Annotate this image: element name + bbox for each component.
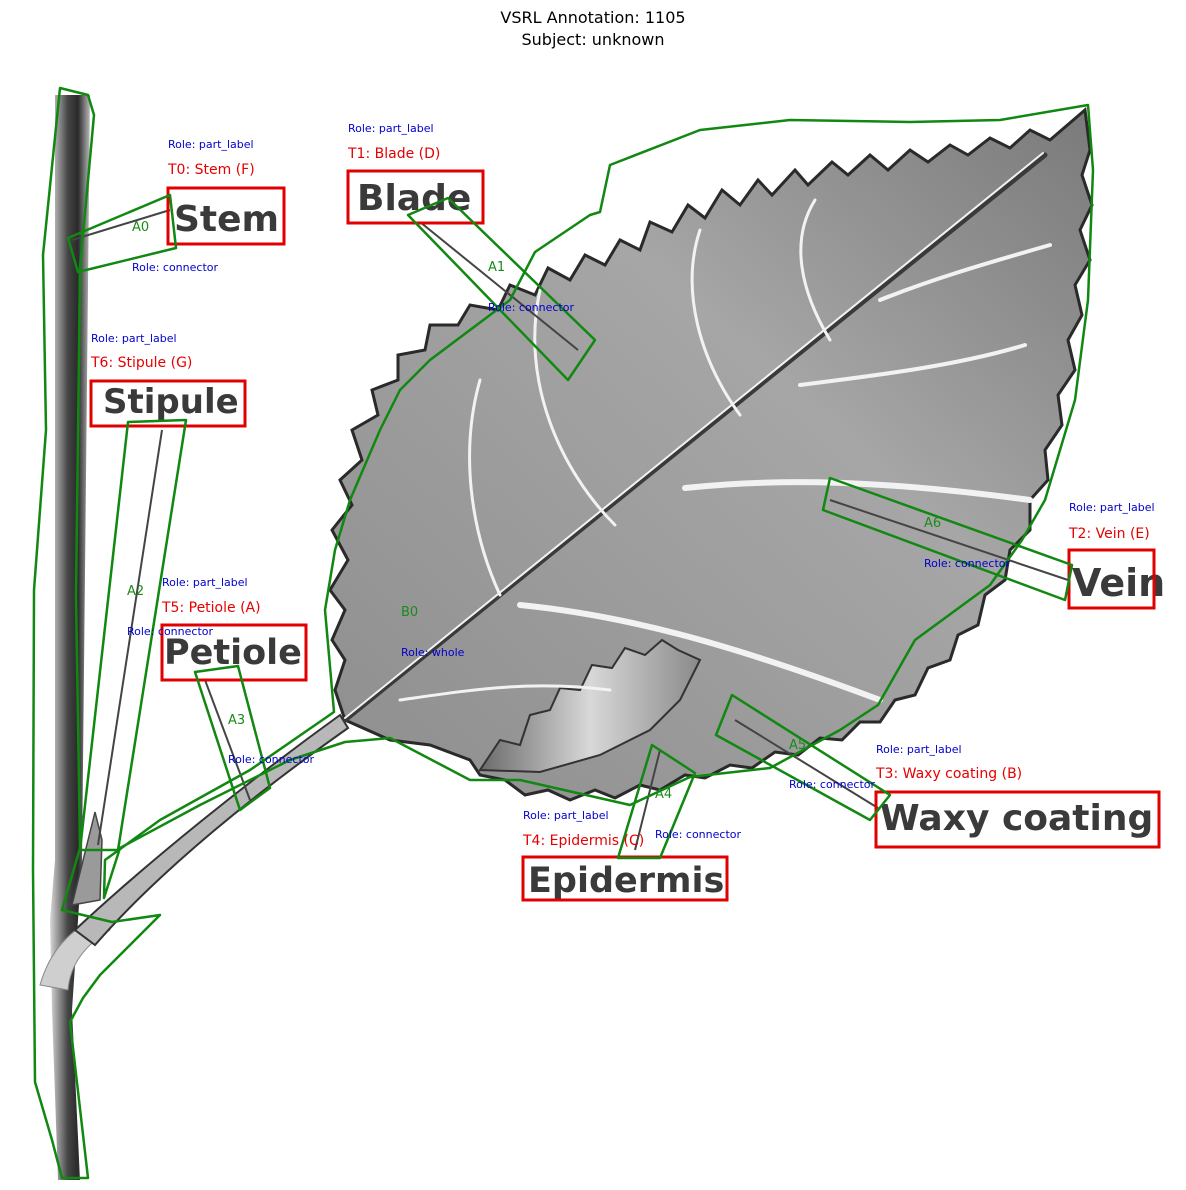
- t3-waxy-coating-box: [874, 790, 1161, 849]
- a2-connector-polygon: [78, 418, 188, 852]
- a0-role: Role: connector: [132, 261, 218, 274]
- a2-id: A2: [127, 584, 144, 599]
- t6-stipule-box: [89, 379, 247, 428]
- stem-word: Stem: [174, 199, 279, 240]
- a2-role: Role: connector: [127, 625, 213, 638]
- waxy-fold-drawing: [478, 638, 702, 774]
- a5-role: Role: connector: [789, 778, 875, 791]
- a5-connector-polygon: [714, 693, 892, 822]
- b0-leaf-polygon: [102, 103, 1095, 900]
- t6-role: Role: part_label: [91, 332, 177, 345]
- a1-role: Role: connector: [488, 301, 574, 314]
- t6-tag: T6: Stipule (G): [90, 355, 192, 371]
- t0-stem-box: [166, 186, 286, 246]
- vein-word: Vein: [1072, 561, 1165, 605]
- t2-role: Role: part_label: [1069, 501, 1155, 514]
- a6-id: A6: [924, 516, 941, 531]
- t3-tag: T3: Waxy coating (B): [875, 766, 1022, 782]
- t1-role: Role: part_label: [348, 122, 434, 135]
- t0-role: Role: part_label: [168, 138, 254, 151]
- waxy-coating-word: Waxy coating: [880, 798, 1153, 839]
- annotation-title: VSRL Annotation: 1105: [500, 8, 686, 27]
- t5-role: Role: part_label: [162, 576, 248, 589]
- a3-role: Role: connector: [228, 753, 314, 766]
- petiole-drawing: [73, 713, 350, 947]
- a4-connector-polygon: [616, 743, 697, 860]
- b0-role: Role: whole: [401, 646, 465, 659]
- t5-petiole-box: [160, 623, 308, 682]
- a0-id: A0: [132, 220, 149, 235]
- leader-lines: [71, 209, 1069, 851]
- t1-tag: T1: Blade (D): [347, 146, 440, 162]
- vein-drawings: [342, 152, 1052, 723]
- a5-id: A5: [789, 738, 806, 753]
- a0-connector-polygon: [66, 193, 178, 274]
- a3-id: A3: [228, 713, 245, 728]
- a4-id: A4: [655, 787, 672, 802]
- t2-tag: T2: Vein (E): [1068, 526, 1150, 542]
- a1-connector-polygon: [406, 196, 597, 382]
- epidermis-word: Epidermis: [528, 861, 724, 901]
- stipule-drawing: [70, 811, 103, 906]
- t3-role: Role: part_label: [876, 743, 962, 756]
- t5-tag: T5: Petiole (A): [161, 600, 261, 616]
- a6-role: Role: connector: [924, 557, 1010, 570]
- stipule-word: Stipule: [103, 382, 239, 422]
- a6-connector-polygon: [821, 476, 1074, 602]
- b0-whole-polygon: [31, 86, 162, 1180]
- t4-tag: T4: Epidermis (C): [522, 833, 644, 849]
- a4-role: Role: connector: [655, 828, 741, 841]
- b0-id: B0: [401, 605, 418, 620]
- a3-connector-polygon: [193, 664, 272, 812]
- t0-tag: T0: Stem (F): [167, 162, 255, 178]
- a1-id: A1: [488, 260, 505, 275]
- t4-role: Role: part_label: [523, 809, 609, 822]
- annotation-subtitle: Subject: unknown: [521, 30, 665, 49]
- leaf-blade-drawing: [328, 107, 1094, 802]
